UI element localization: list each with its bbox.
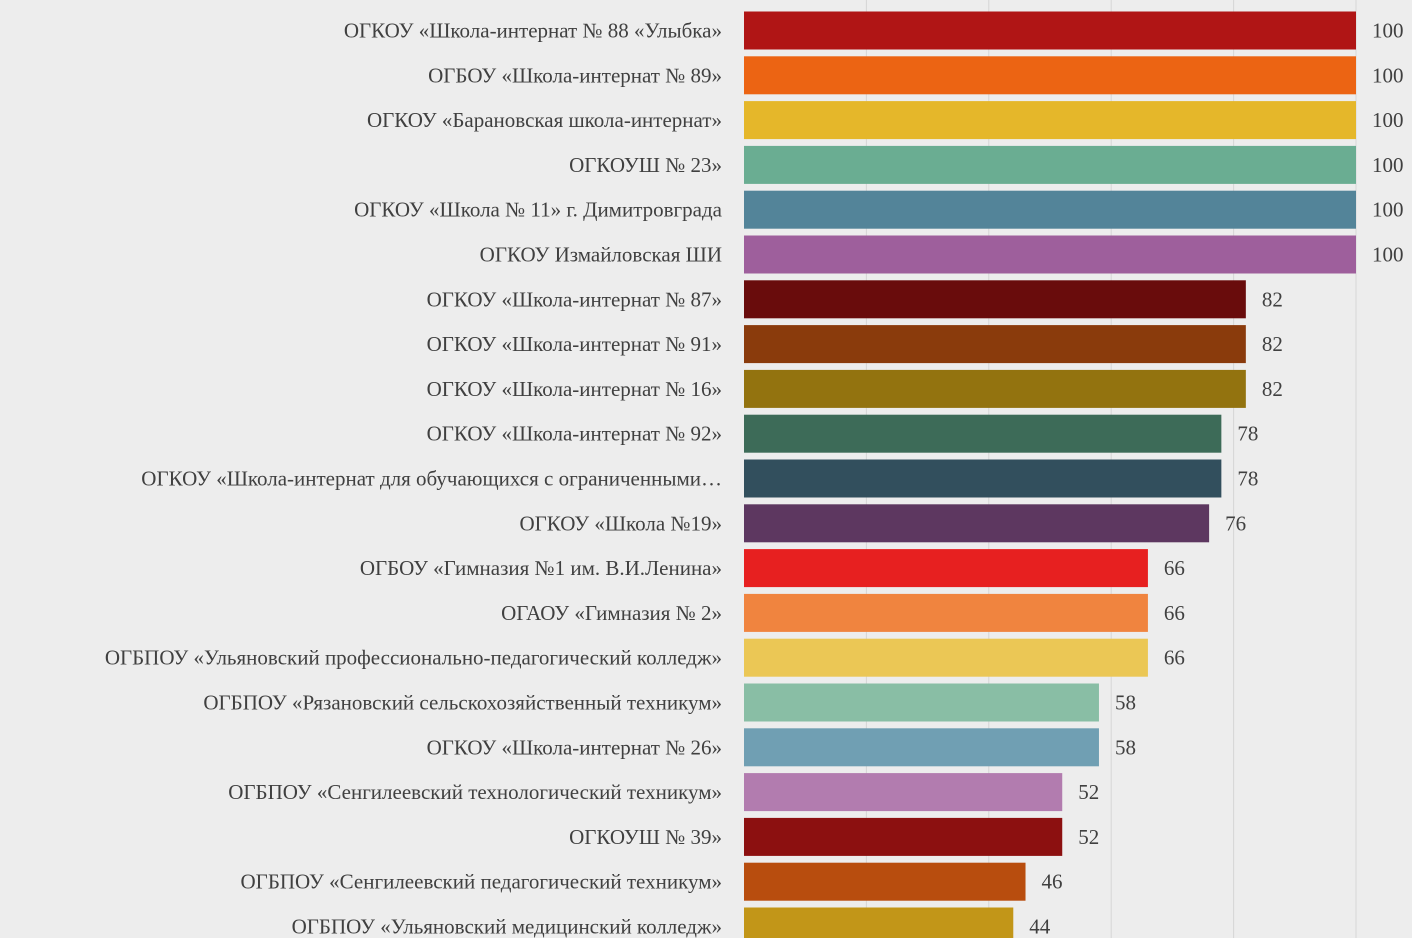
bar (744, 56, 1356, 95)
bar (744, 280, 1246, 319)
data-label: 44 (1029, 915, 1051, 938)
data-label: 52 (1078, 780, 1099, 804)
data-label: 66 (1164, 646, 1185, 670)
data-label: 58 (1115, 691, 1136, 715)
category-label: ОГКОУ «Школа-интернат № 16» (427, 377, 722, 401)
bar (744, 728, 1099, 767)
bar (744, 11, 1356, 50)
category-label: ОГКОУШ № 23» (569, 153, 722, 177)
bar (744, 369, 1246, 408)
category-label: ОГКОУ «Школа-интернат для обучающихся с … (141, 467, 722, 491)
category-label: ОГКОУ «Школа №19» (519, 511, 722, 535)
value-labels: 1001001001001001008282827878766666665858… (1029, 19, 1403, 938)
bar (744, 593, 1148, 632)
category-label: ОГБПОУ «Ульяновский медицинский колледж» (292, 915, 722, 938)
data-label: 82 (1262, 287, 1283, 311)
bar (744, 459, 1222, 498)
data-label: 66 (1164, 601, 1185, 625)
bar (744, 907, 1014, 938)
category-label: ОГКОУ «Школа-интернат № 87» (427, 287, 722, 311)
category-label: ОГКОУ «Школа-интернат № 91» (427, 332, 722, 356)
data-label: 78 (1237, 467, 1258, 491)
bar (744, 773, 1063, 812)
bar (744, 414, 1222, 453)
bar (744, 145, 1356, 184)
data-label: 52 (1078, 825, 1099, 849)
bars (744, 11, 1356, 938)
data-label: 100 (1372, 153, 1404, 177)
data-label: 78 (1237, 422, 1258, 446)
data-label: 58 (1115, 735, 1136, 759)
data-label: 100 (1372, 108, 1404, 132)
bar (744, 862, 1026, 901)
bar (744, 190, 1356, 229)
data-label: 82 (1262, 377, 1283, 401)
bar (744, 549, 1148, 588)
data-label: 100 (1372, 198, 1404, 222)
category-label: ОГКОУ Измайловская ШИ (480, 243, 722, 267)
category-label: ОГБПОУ «Ульяновский профессионально-педа… (105, 646, 722, 670)
category-label: ОГБПОУ «Сенгилеевский технологический те… (228, 780, 722, 804)
category-label: ОГКОУ «Барановская школа-интернат» (367, 108, 722, 132)
data-label: 100 (1372, 243, 1404, 267)
data-label: 46 (1042, 870, 1063, 894)
category-labels: ОГКОУ «Школа-интернат № 88 «Улыбка» ОГБОУ… (105, 19, 723, 938)
bar (744, 101, 1356, 140)
category-label: ОГБОУ «Гимназия №1 им. В.И.Ленина» (360, 556, 722, 580)
category-label: ОГБПОУ «Рязановский сельскохозяйственный… (203, 691, 722, 715)
category-label: ОГКОУ «Школа-интернат № 88 «Улыбка» (344, 19, 722, 43)
data-label: 82 (1262, 332, 1283, 356)
bar (744, 817, 1063, 856)
data-label: 66 (1164, 556, 1185, 580)
category-label: ОГБПОУ «Сенгилеевский педагогический тех… (241, 870, 722, 894)
bar (744, 683, 1099, 722)
category-label: ОГКОУШ № 39» (569, 825, 722, 849)
data-label: 100 (1372, 19, 1404, 43)
bar (744, 325, 1246, 364)
data-label: 100 (1372, 63, 1404, 87)
bar (744, 235, 1356, 274)
bar (744, 504, 1210, 543)
category-label: ОГКОУ «Школа-интернат № 26» (427, 735, 722, 759)
category-label: ОГКОУ «Школа-интернат № 92» (427, 422, 722, 446)
category-label: ОГКОУ «Школа № 11» г. Димитровграда (354, 198, 723, 222)
category-label: ОГАОУ «Гимназия № 2» (501, 601, 722, 625)
category-label: ОГБОУ «Школа-интернат № 89» (428, 63, 722, 87)
bar (744, 638, 1148, 677)
data-label: 76 (1225, 511, 1246, 535)
